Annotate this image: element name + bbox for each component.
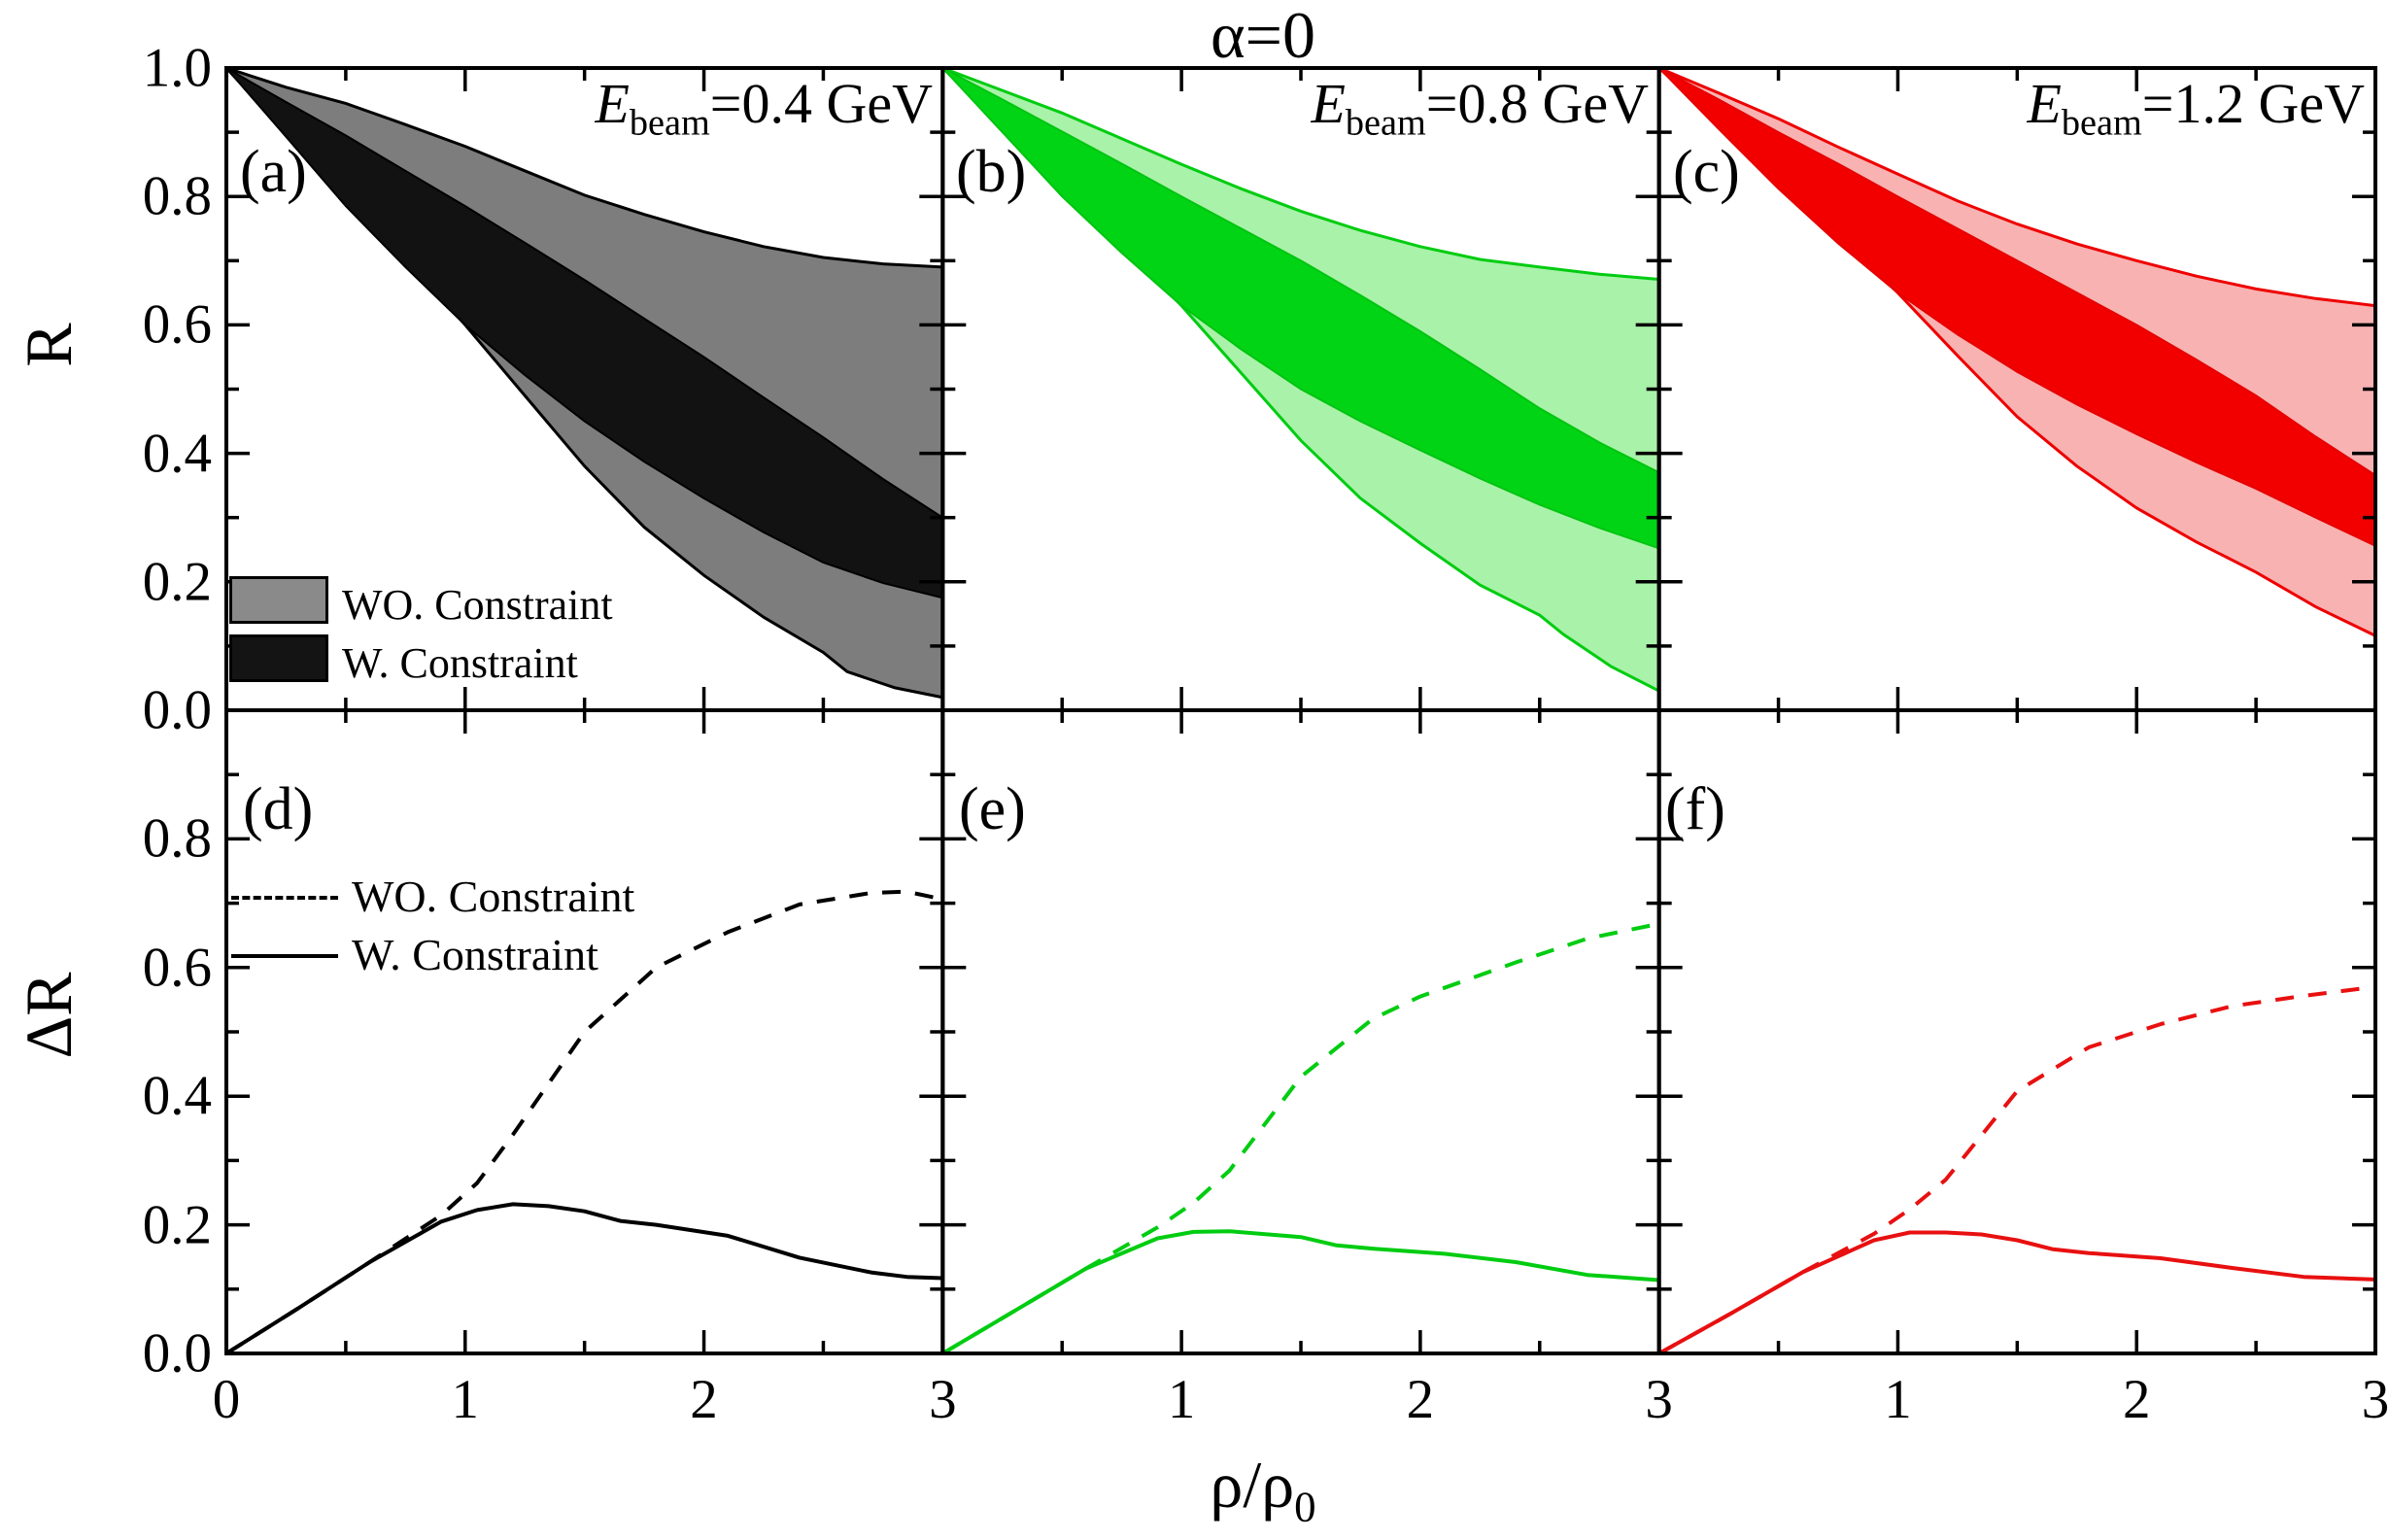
y-tick-label-top: 0.6 [142,293,212,356]
band-w-constraint-b [942,68,1659,550]
panel-label-a: (a) [240,139,307,205]
legend-label-w-constraint: W. Constraint [342,639,578,687]
energy-subscript: beam [1345,102,1426,144]
y-axis-title-top: R [12,323,85,367]
panel-border [1656,708,2377,1355]
energy-label-b: Ebeam=0.8 GeV [1260,76,1649,142]
energy-value: =0.4 GeV [709,72,933,135]
legend-line-dashed-wo-constraint [231,896,338,900]
curve-w-constraint-solid-f [1658,1230,2375,1353]
band-group-b [942,68,1659,693]
curve-group-d [226,889,943,1353]
legend-swatch-wo-constraint [229,576,328,624]
panel-label-e: (e) [959,776,1026,842]
panel-label-c: (c) [1673,139,1740,205]
y-tick-label-bottom: 0.6 [142,937,212,999]
panel-label-f: (f) [1665,776,1725,842]
panel-label-b: (b) [956,139,1027,205]
legend-label-dashed-wo-constraint: WO. Constraint [352,872,635,921]
x-tick-label: 1 [451,1369,480,1430]
energy-value: =1.2 GeV [2141,72,2365,135]
y-tick-label-top: 0.0 [142,679,212,741]
energy-label-c: Ebeam=1.2 GeV [1976,76,2365,142]
y-tick-label-top: 0.2 [142,551,212,613]
legend-swatch-w-constraint [229,634,328,682]
y-tick-label-top: 1.0 [142,37,212,99]
x-tick-label: 1 [1167,1369,1196,1430]
panel-label-d: (d) [243,776,314,842]
x-axis-title-main: ρ/ρ [1210,1448,1295,1522]
y-tick-label-top: 0.4 [142,423,212,485]
band-group-a [226,68,943,700]
y-axis-title-bottom: ΔR [12,972,85,1059]
y-tick-label-bottom: 0.0 [142,1322,212,1385]
legend-line-solid-w-constraint [231,954,338,958]
curve-w-constraint-solid-e [942,1229,1659,1353]
x-axis-title-sub: 0 [1294,1482,1316,1531]
curve-group-e [942,921,1659,1353]
energy-value: =0.8 GeV [1425,72,1649,135]
energy-subscript: beam [2061,102,2142,144]
x-tick-label: 3 [929,1369,957,1430]
panel-border [224,708,945,1355]
energy-symbol: E [1311,72,1346,135]
legend-label-solid-w-constraint: W. Constraint [352,930,598,979]
y-tick-label-bottom: 0.2 [142,1194,212,1256]
x-axis-title: ρ/ρ0 [1117,1452,1409,1528]
x-tick-label: 3 [2361,1369,2389,1430]
x-tick-label: 2 [690,1369,718,1430]
legend-label-wo-constraint: WO. Constraint [342,581,613,629]
x-tick-label: 2 [2122,1369,2151,1430]
panel-border [940,708,1661,1355]
x-tick-label: 2 [1406,1369,1435,1430]
curve-wo-constraint-dashed-e [942,921,1659,1353]
x-tick-label: 1 [1884,1369,1912,1430]
curve-group-f [1658,984,2375,1353]
curve-wo-constraint-dashed-f [1658,984,2375,1353]
y-tick-label-bottom: 0.8 [142,807,212,870]
energy-subscript: beam [629,102,710,144]
band-group-c [1658,68,2375,637]
figure-title: α=0 [1211,0,1315,72]
x-tick-label: 0 [212,1369,241,1430]
energy-label-a: Ebeam=0.4 GeV [544,76,933,142]
band-w-constraint-c [1658,68,2375,547]
energy-symbol: E [2027,72,2062,135]
energy-symbol: E [595,72,630,135]
curve-w-constraint-solid-d [226,1202,943,1353]
x-tick-label: 3 [1645,1369,1673,1430]
y-tick-label-bottom: 0.4 [142,1065,212,1127]
y-tick-label-top: 0.8 [142,165,212,227]
